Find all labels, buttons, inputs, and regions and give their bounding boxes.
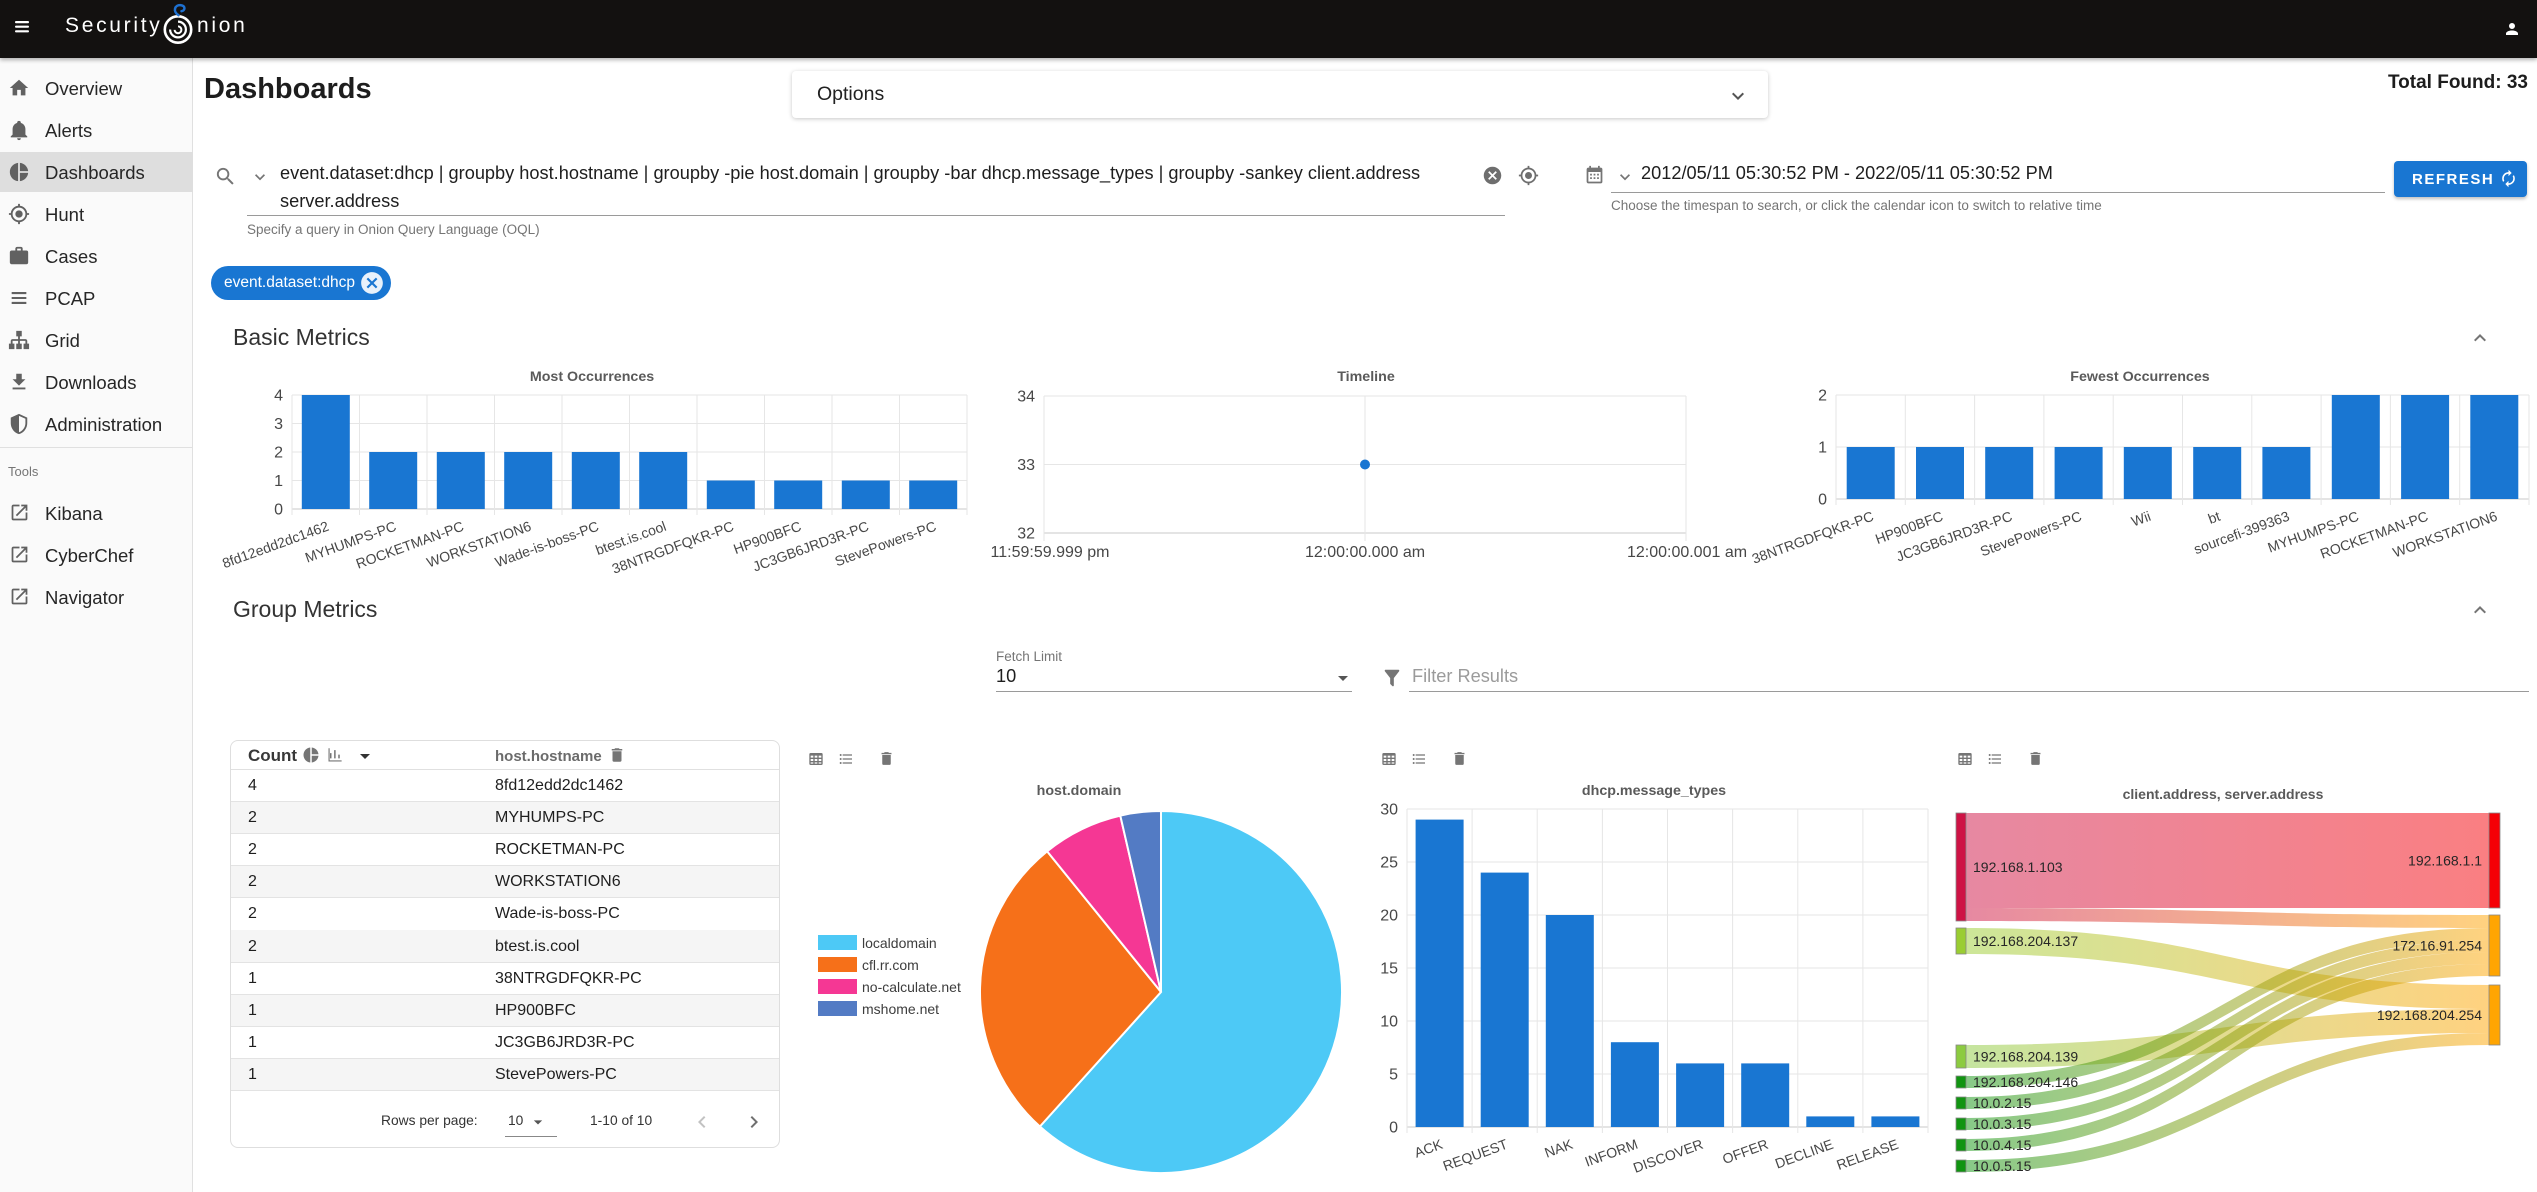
svg-text:dhcp.message_types: dhcp.message_types [1582, 783, 1726, 799]
svg-text:3: 3 [274, 416, 283, 433]
svg-text:172.16.91.254: 172.16.91.254 [2392, 938, 2482, 954]
svg-text:bt: bt [2206, 508, 2223, 527]
svg-text:192.168.204.139: 192.168.204.139 [1973, 1049, 2078, 1065]
svg-text:12:00:00.001 am: 12:00:00.001 am [1627, 544, 1747, 561]
svg-text:25: 25 [1380, 855, 1398, 872]
svg-text:2: 2 [274, 445, 283, 462]
svg-text:0: 0 [274, 502, 283, 519]
svg-text:33: 33 [1017, 457, 1035, 474]
svg-text:20: 20 [1380, 908, 1398, 925]
svg-text:OFFER: OFFER [1720, 1136, 1770, 1167]
svg-text:10.0.5.15: 10.0.5.15 [1973, 1158, 2032, 1174]
svg-text:192.168.204.146: 192.168.204.146 [1973, 1074, 2078, 1090]
svg-text:REQUEST: REQUEST [1441, 1136, 1510, 1174]
svg-text:10.0.3.15: 10.0.3.15 [1973, 1116, 2032, 1132]
svg-text:Most Occurrences: Most Occurrences [530, 369, 654, 385]
svg-text:DISCOVER: DISCOVER [1631, 1136, 1705, 1176]
svg-text:cfl.rr.com: cfl.rr.com [862, 957, 919, 973]
svg-text:5: 5 [1389, 1067, 1398, 1084]
svg-text:Wii: Wii [2129, 508, 2153, 530]
svg-text:mshome.net: mshome.net [862, 1001, 939, 1017]
svg-text:192.168.1.103: 192.168.1.103 [1973, 859, 2063, 875]
svg-text:10: 10 [1380, 1014, 1398, 1031]
svg-text:30: 30 [1380, 802, 1398, 819]
svg-text:15: 15 [1380, 961, 1398, 978]
svg-text:10.0.4.15: 10.0.4.15 [1973, 1137, 2032, 1153]
svg-text:38NTRGDFQKR-PC: 38NTRGDFQKR-PC [1750, 508, 1876, 567]
svg-text:192.168.1.1: 192.168.1.1 [2408, 853, 2482, 869]
svg-text:JC3GB6JRD3R-PC: JC3GB6JRD3R-PC [1894, 508, 2014, 565]
svg-text:0: 0 [1818, 492, 1827, 509]
svg-text:192.168.204.254: 192.168.204.254 [2377, 1007, 2482, 1023]
svg-text:1: 1 [1818, 440, 1827, 457]
svg-text:11:59:59.999 pm: 11:59:59.999 pm [991, 544, 1110, 561]
svg-text:2: 2 [1818, 388, 1827, 405]
svg-text:DECLINE: DECLINE [1773, 1136, 1835, 1172]
svg-text:34: 34 [1017, 389, 1035, 406]
svg-text:Fewest Occurrences: Fewest Occurrences [2070, 369, 2209, 385]
svg-text:localdomain: localdomain [862, 935, 937, 951]
svg-text:ACK: ACK [1412, 1136, 1445, 1161]
svg-text:host.domain: host.domain [1037, 783, 1122, 799]
svg-text:4: 4 [274, 388, 283, 405]
svg-text:10.0.2.15: 10.0.2.15 [1973, 1095, 2032, 1111]
svg-text:no-calculate.net: no-calculate.net [862, 979, 961, 995]
svg-text:1: 1 [274, 473, 283, 490]
svg-text:client.address, server.address: client.address, server.address [2123, 786, 2324, 802]
svg-text:Timeline: Timeline [1337, 369, 1395, 385]
svg-text:12:00:00.000 am: 12:00:00.000 am [1305, 544, 1425, 561]
svg-text:NAK: NAK [1542, 1136, 1575, 1161]
svg-text:38NTRGDFQKR-PC: 38NTRGDFQKR-PC [610, 518, 736, 577]
svg-text:192.168.204.137: 192.168.204.137 [1973, 933, 2078, 949]
svg-text:32: 32 [1017, 526, 1035, 543]
svg-text:RELEASE: RELEASE [1834, 1136, 1900, 1173]
svg-text:0: 0 [1389, 1120, 1398, 1137]
